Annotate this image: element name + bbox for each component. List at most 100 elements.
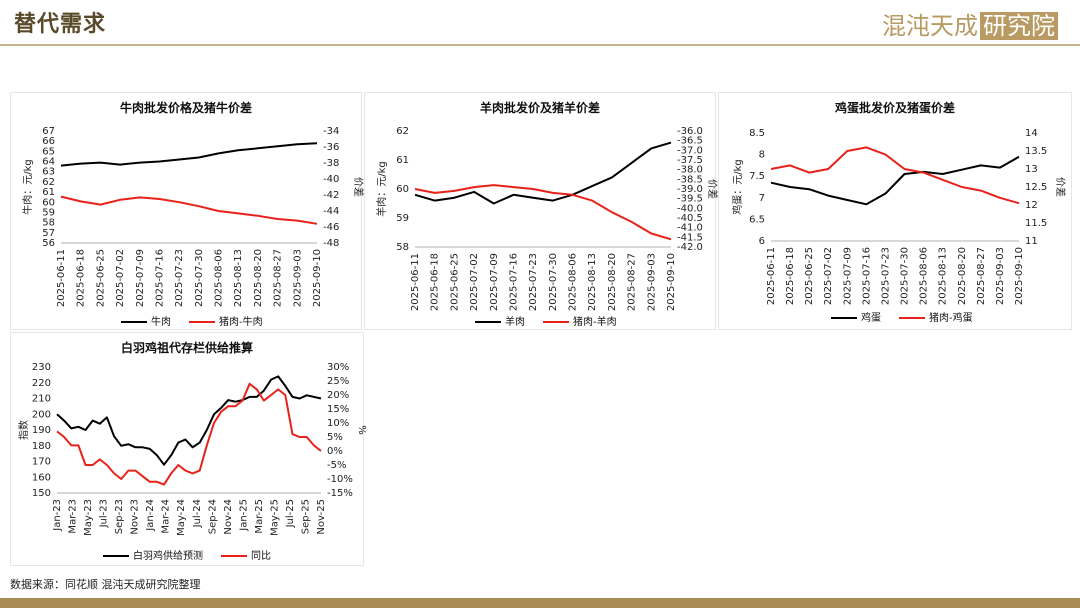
y-tick-label: 62	[42, 177, 55, 188]
x-tick-label: Nov-24	[223, 499, 234, 535]
y2-tick-label: -36	[323, 142, 339, 153]
y-tick-label: 59	[42, 207, 55, 218]
x-tick-label: 2025-09-10	[666, 253, 677, 311]
y-tick-label: 59	[396, 213, 409, 224]
y-tick-label: 220	[32, 378, 51, 389]
y2-axis-label: %	[356, 425, 367, 435]
chart-title: 牛肉批发价格及猪牛价差	[119, 101, 252, 115]
y2-tick-label: 11	[1025, 236, 1038, 247]
y2-tick-label: 13.5	[1025, 146, 1047, 157]
y2-tick-label: 12	[1025, 200, 1038, 211]
chart-axes: 6 6.5 7 7.5 8 8.5 11 11.5 12 12.5 13 13.5 14 鸡蛋：元/kg 价…	[731, 128, 1067, 305]
chart-legend: 白羽鸡供给预测 同比	[103, 547, 271, 562]
x-tick-label: May-23	[83, 499, 94, 536]
chart-axes: 150 160 170 180 190 200 210 220 230 -15% -10% -5% 0%…	[17, 362, 367, 536]
legend-item-egg: 鸡蛋	[831, 309, 881, 324]
y-tick-label: 61	[396, 155, 409, 166]
x-tick-label: 2025-06-18	[785, 247, 796, 305]
x-tick-label: Mar-23	[68, 499, 79, 534]
y-tick-label: 190	[32, 425, 51, 436]
x-tick-label: 2025-08-20	[607, 253, 618, 311]
x-tick-label: 2025-07-09	[842, 247, 853, 305]
chart-panel-egg: 鸡蛋批发价及猪蛋价差 6 6.5 7 7.5 8 8.5 11 11.5 12 12.5 13 13.…	[718, 92, 1072, 330]
chart-legend: 牛肉 猪肉-牛肉	[121, 313, 263, 328]
x-tick-label: 2025-07-09	[135, 249, 146, 307]
x-tick-label: Jul-25	[285, 499, 296, 528]
y2-tick-label: -36.0	[677, 126, 703, 137]
x-tick-label: 2025-08-20	[253, 249, 264, 307]
y2-tick-label: -48	[323, 238, 339, 249]
y-tick-label: 7.5	[749, 171, 765, 182]
y2-tick-label: -38.0	[677, 165, 703, 176]
y2-tick-label: -15%	[327, 488, 353, 499]
chart-legend: 鸡蛋 猪肉-鸡蛋	[831, 309, 973, 324]
x-tick-label: 2025-06-25	[804, 247, 815, 305]
y-axis-label: 牛肉：元/kg	[21, 159, 34, 215]
x-tick-label: Jul-23	[99, 499, 110, 528]
chart-panel-mutton: 羊肉批发价及猪羊价差 58 59 60 61 62 -42.0 -41.5 -41.0 -40.…	[364, 92, 719, 330]
y2-tick-label: 15%	[327, 404, 349, 415]
logo-box-text: 研究院	[980, 12, 1058, 40]
x-tick-label: 2025-07-09	[489, 253, 500, 311]
y2-tick-label: 0%	[327, 446, 343, 457]
y2-tick-label: -34	[323, 126, 339, 137]
y-tick-label: 58	[396, 242, 409, 253]
series-line-spread	[770, 146, 1020, 205]
y-tick-label: 180	[32, 441, 51, 452]
y-tick-label: 56	[42, 238, 55, 249]
x-tick-label: 2025-06-25	[95, 249, 106, 307]
x-tick-label: Mar-24	[161, 499, 172, 534]
x-tick-label: 2025-07-02	[823, 247, 834, 305]
y-tick-label: 7	[759, 193, 765, 204]
x-tick-label: Sep-23	[114, 499, 125, 534]
y2-tick-label: -42	[323, 190, 339, 201]
y-axis-label: 鸡蛋：元/kg	[731, 159, 744, 215]
y2-tick-label: -38.5	[677, 174, 703, 185]
x-tick-label: 2025-09-03	[995, 247, 1006, 305]
y-tick-label: 61	[42, 187, 55, 198]
x-tick-label: 2025-06-25	[449, 253, 460, 311]
y-tick-label: 6	[759, 236, 765, 247]
x-tick-label: 2025-09-03	[292, 249, 303, 307]
x-tick-label: 2025-08-20	[957, 247, 968, 305]
x-tick-label: 2025-08-13	[233, 249, 244, 307]
x-tick-label: 2025-08-13	[938, 247, 949, 305]
x-tick-label: 2025-06-18	[430, 253, 441, 311]
x-tick-label: 2025-07-16	[508, 253, 519, 311]
series-line-spread	[60, 195, 318, 225]
y2-tick-label: -38	[323, 158, 339, 169]
x-tick-label: Nov-25	[316, 499, 327, 535]
y-tick-label: 60	[396, 184, 409, 195]
chart-axes: 58 59 60 61 62 -42.0-41.5-41.0-40.5-40.0-39.5…	[375, 126, 719, 311]
y2-tick-label: -36.5	[677, 136, 703, 147]
legend-item-mutton: 羊肉	[475, 313, 525, 328]
x-tick-label: 2025-09-03	[646, 253, 657, 311]
series-line-primary	[770, 155, 1020, 206]
chart-title: 鸡蛋批发价及猪蛋价差	[834, 101, 955, 115]
y-tick-label: 67	[42, 126, 55, 137]
footer-bar	[0, 598, 1080, 608]
series-line-spread	[56, 382, 322, 486]
x-tick-label: 2025-07-23	[880, 247, 891, 305]
y2-axis-label: 价差	[706, 179, 719, 199]
y2-tick-label: -40.0	[677, 203, 703, 214]
y2-tick-label: -40	[323, 174, 339, 185]
x-tick-label: 2025-07-16	[154, 249, 165, 307]
y-tick-label: 60	[42, 197, 55, 208]
y-tick-label: 65	[42, 146, 55, 157]
page-title: 替代需求	[14, 11, 107, 37]
y2-tick-label: 20%	[327, 390, 349, 401]
y2-tick-label: -37.5	[677, 155, 703, 166]
x-tick-label: 2025-08-27	[976, 247, 987, 305]
x-tick-label: Sep-25	[300, 499, 311, 534]
y2-tick-label: 13	[1025, 164, 1038, 175]
x-tick-label: Jan-24	[145, 499, 156, 532]
x-tick-label: 2025-08-27	[273, 249, 284, 307]
y-tick-label: 200	[32, 409, 51, 420]
x-tick-label: 2025-08-13	[587, 253, 598, 311]
y-axis-label: 指数	[17, 420, 30, 440]
y2-tick-label: 5%	[327, 432, 343, 443]
x-tick-label: May-24	[176, 499, 187, 536]
y-axis-label: 羊肉：元/kg	[375, 161, 388, 217]
